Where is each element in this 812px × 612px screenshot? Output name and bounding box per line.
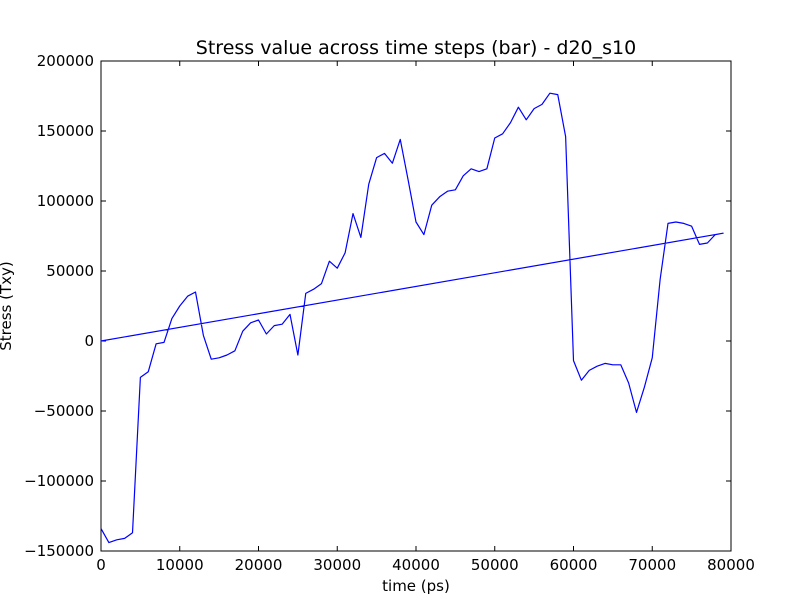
y-tick-label: −50000 xyxy=(34,402,94,420)
x-tick-label: 40000 xyxy=(392,556,440,574)
stress-series-line xyxy=(100,92,724,544)
chart-title: Stress value across time steps (bar) - d… xyxy=(196,37,636,59)
y-tick-label: 200000 xyxy=(37,52,94,70)
x-tick-label: 10000 xyxy=(156,556,204,574)
y-tick-label: 150000 xyxy=(37,122,94,140)
x-axis-label: time (ps) xyxy=(382,577,450,595)
x-tick-label: 0 xyxy=(96,556,106,574)
plot-frame xyxy=(100,60,732,552)
y-tick-label: −100000 xyxy=(24,472,94,490)
y-tick-label: 50000 xyxy=(46,262,94,280)
x-tick-label: 50000 xyxy=(471,556,519,574)
x-tick-label: 70000 xyxy=(628,556,676,574)
y-tick-label: 100000 xyxy=(37,192,94,210)
x-tick-label: 80000 xyxy=(707,556,755,574)
y-axis-ticks: −150000 −100000 −50000 0 50000 100000 150000 20… xyxy=(24,52,731,560)
y-axis-label: Stress (Txy) xyxy=(0,261,15,351)
y-tick-label: 0 xyxy=(84,332,94,350)
x-tick-label: 60000 xyxy=(550,556,598,574)
x-axis-ticks: 0 10000 20000 30000 40000 50000 60000 70000 8000… xyxy=(96,61,755,574)
x-tick-label: 30000 xyxy=(313,556,361,574)
x-tick-label: 20000 xyxy=(235,556,283,574)
y-tick-label: −150000 xyxy=(24,542,94,560)
